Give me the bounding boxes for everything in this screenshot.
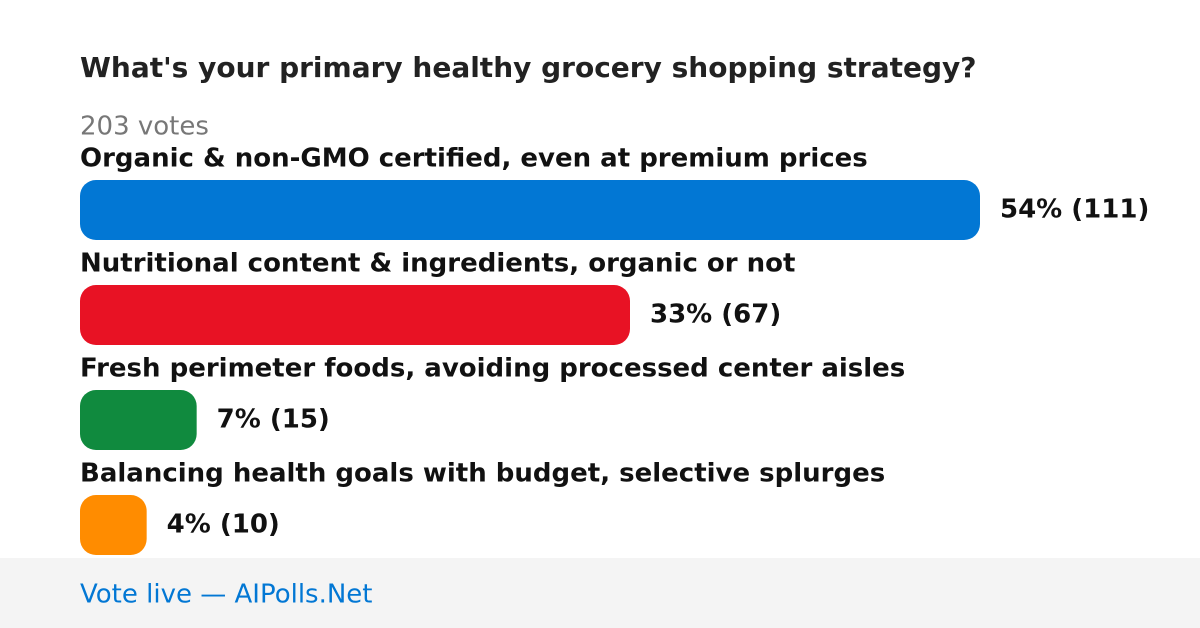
vote-count: 203 votes	[80, 112, 209, 142]
bar	[80, 180, 980, 240]
option-label: Organic & non-GMO certified, even at pre…	[80, 144, 868, 174]
value-label: 33% (67)	[650, 300, 781, 330]
poll-title: What's your primary healthy grocery shop…	[80, 51, 977, 84]
bar	[80, 495, 147, 555]
option-label: Balancing health goals with budget, sele…	[80, 459, 885, 489]
option-label: Fresh perimeter foods, avoiding processe…	[80, 354, 905, 384]
bar	[80, 390, 197, 450]
value-label: 4% (10)	[167, 510, 280, 540]
bar	[80, 285, 630, 345]
footer-link[interactable]: Vote live — AIPolls.Net	[80, 580, 373, 610]
value-label: 54% (111)	[1000, 195, 1149, 225]
value-label: 7% (15)	[217, 405, 330, 435]
footer-band	[0, 558, 1200, 628]
option-label: Nutritional content & ingredients, organ…	[80, 249, 795, 279]
